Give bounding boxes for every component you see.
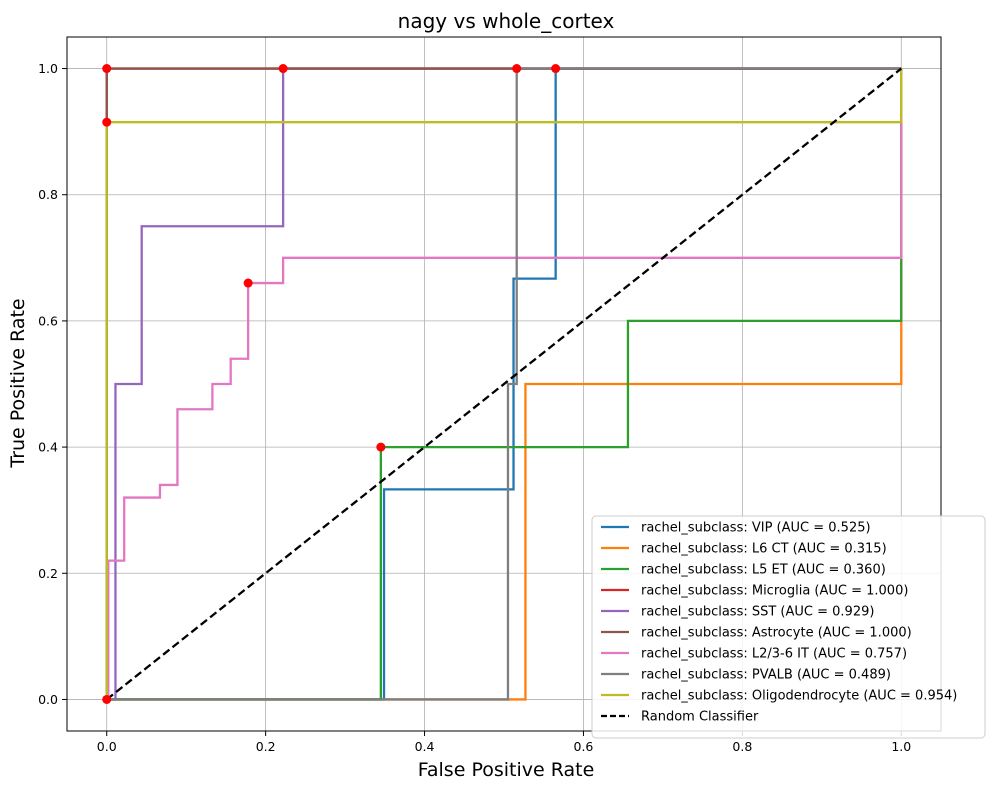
plot-frame: [66, 36, 942, 732]
legend-label: rachel_subclass: L6 CT (AUC = 0.315): [641, 542, 887, 557]
x-tick-label: 0.0: [97, 739, 117, 754]
y-tick-label: 0.8: [38, 187, 58, 202]
y-axis-label: True Positive Rate: [7, 298, 29, 468]
axis-ticks: 0.0 0.2 0.4 0.6 0.8 1.0 0.0 0.2 0.4 0.6 0.8 1.0: [38, 61, 911, 754]
x-tick-label: 1.0: [891, 739, 911, 754]
y-tick-label: 0.6: [38, 313, 58, 328]
y-tick-label: 1.0: [38, 61, 58, 76]
threshold-marker: [102, 694, 112, 704]
legend-label: rachel_subclass: L2/3-6 IT (AUC = 0.757): [641, 647, 907, 662]
threshold-marker: [376, 442, 386, 452]
x-tick-label: 0.6: [574, 739, 594, 754]
threshold-markers: [102, 64, 561, 704]
legend-label: rachel_subclass: L5 ET (AUC = 0.360): [641, 563, 886, 578]
legend: rachel_subclass: VIP (AUC = 0.525) rachel…: [591, 515, 986, 739]
series-line-8: [105, 68, 903, 700]
series-line-4: [106, 67, 902, 701]
legend-label: rachel_subclass: SST (AUC = 0.929): [641, 605, 874, 620]
threshold-marker: [551, 64, 561, 74]
legend-label: rachel_subclass: Astrocyte (AUC = 1.000): [641, 626, 912, 641]
x-tick-label: 0.2: [256, 739, 276, 754]
random-classifier-line: [106, 67, 902, 701]
y-tick-label: 0.0: [38, 692, 58, 707]
chart-title: nagy vs whole_cortex: [398, 9, 615, 33]
x-axis-label: False Positive Rate: [418, 759, 595, 781]
legend-label: rachel_subclass: Microglia (AUC = 1.000): [641, 584, 908, 599]
legend-box: [591, 515, 986, 739]
y-tick-label: 0.2: [38, 566, 58, 581]
legend-label: rachel_subclass: VIP (AUC = 0.525): [641, 521, 871, 536]
threshold-marker: [243, 278, 253, 288]
threshold-marker: [102, 117, 112, 127]
legend-label: rachel_subclass: Oligodendrocyte (AUC = …: [641, 689, 957, 704]
y-tick-label: 0.4: [38, 440, 58, 455]
threshold-marker: [512, 64, 522, 74]
series-line-6: [106, 68, 903, 701]
legend-label: Random Classifier: [641, 710, 759, 725]
x-tick-label: 0.8: [732, 739, 752, 754]
legend-label: rachel_subclass: PVALB (AUC = 0.489): [641, 668, 891, 683]
x-tick-label: 0.4: [415, 739, 435, 754]
threshold-marker: [102, 64, 112, 74]
series-line-7: [106, 67, 902, 701]
threshold-marker: [278, 64, 288, 74]
